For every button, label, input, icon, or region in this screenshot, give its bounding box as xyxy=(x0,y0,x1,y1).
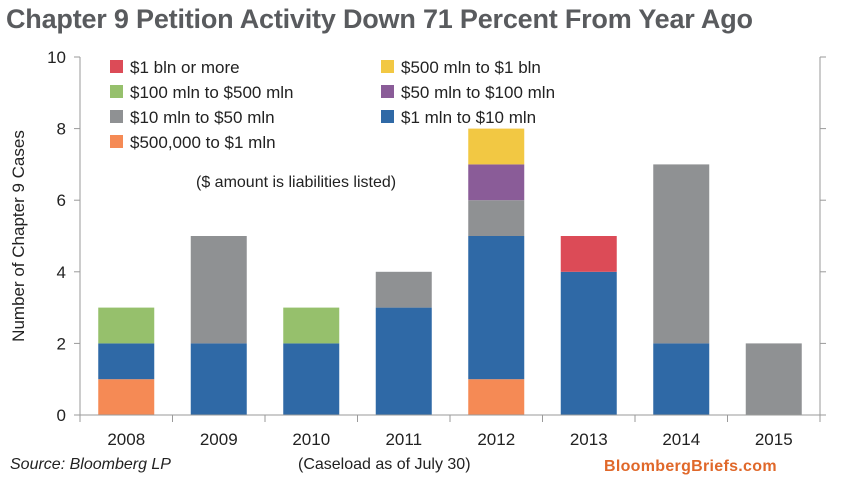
bar-2014-series-1 xyxy=(653,343,710,415)
x-tick-label-2013: 2013 xyxy=(570,430,608,449)
chart-title: Chapter 9 Petition Activity Down 71 Perc… xyxy=(6,4,753,34)
bar-2014-series-2 xyxy=(653,164,710,344)
y-tick-label-10: 10 xyxy=(47,48,66,67)
legend-swatch-3 xyxy=(381,85,394,98)
bar-2012-series-2 xyxy=(468,200,525,236)
bar-2009-series-2 xyxy=(190,236,247,344)
bar-2013-series-6 xyxy=(560,236,617,272)
bar-2011-series-1 xyxy=(375,307,432,415)
bar-2015-series-2 xyxy=(745,343,802,415)
legend-swatch-2 xyxy=(110,85,123,98)
bar-2012-series-1 xyxy=(468,236,525,380)
legend: $1 bln or more $500 mln to $1 bln $100 mln… xyxy=(110,58,555,152)
axes-layer: 0 2 4 6 8 10 2008 2009 2010 2011 2012 2013 2014 2015 xyxy=(47,48,826,449)
bar-2012-series-3 xyxy=(468,164,525,201)
y-tick-label-4: 4 xyxy=(57,263,66,282)
legend-label-1: $500 mln to $1 bln xyxy=(401,58,541,77)
x-tick-label-2008: 2008 xyxy=(107,430,145,449)
legend-label-0: $1 bln or more xyxy=(130,58,240,77)
x-tick-label-2011: 2011 xyxy=(385,430,422,449)
y-axis-label: Number of Chapter 9 Cases xyxy=(9,130,28,342)
x-tick-label-2015: 2015 xyxy=(755,430,793,449)
y-tick-label-0: 0 xyxy=(57,406,66,425)
bar-2008-series-1 xyxy=(98,343,155,380)
legend-label-4: $10 mln to $50 mln xyxy=(130,108,275,127)
source-note: Source: Bloomberg LP xyxy=(10,456,171,473)
bars-layer xyxy=(98,128,802,415)
legend-label-5: $1 mln to $10 mln xyxy=(401,108,536,127)
bar-2011-series-2 xyxy=(375,271,432,308)
y-tick-label-2: 2 xyxy=(57,334,66,353)
x-tick-label-2009: 2009 xyxy=(200,430,238,449)
legend-swatch-1 xyxy=(381,60,394,73)
brand-logo-text[interactable]: BloombergBriefs.com xyxy=(604,458,777,475)
bar-2013-series-1 xyxy=(560,271,617,415)
y-tick-label-6: 6 xyxy=(57,191,66,210)
x-tick-label-2012: 2012 xyxy=(477,430,515,449)
caseload-note: (Caseload as of July 30) xyxy=(298,456,471,473)
bar-2012-series-5 xyxy=(468,128,525,165)
legend-swatch-6 xyxy=(110,135,123,148)
legend-label-2: $100 mln to $500 mln xyxy=(130,83,294,102)
y-tick-label-8: 8 xyxy=(57,120,66,139)
liabilities-annotation: ($ amount is liabilities listed) xyxy=(196,174,397,191)
bar-2008-series-0 xyxy=(98,379,155,415)
x-tick-label-2014: 2014 xyxy=(662,430,700,449)
legend-swatch-0 xyxy=(110,60,123,73)
bar-2012-series-0 xyxy=(468,379,525,415)
x-tick-label-2010: 2010 xyxy=(292,430,330,449)
legend-label-3: $50 mln to $100 mln xyxy=(401,83,555,102)
legend-swatch-4 xyxy=(110,110,123,123)
legend-label-6: $500,000 to $1 mln xyxy=(130,133,276,152)
legend-swatch-5 xyxy=(381,110,394,123)
bar-2010-series-4 xyxy=(283,307,340,344)
bar-2008-series-4 xyxy=(98,307,155,344)
bar-2009-series-1 xyxy=(190,343,247,415)
bar-2010-series-1 xyxy=(283,343,340,415)
